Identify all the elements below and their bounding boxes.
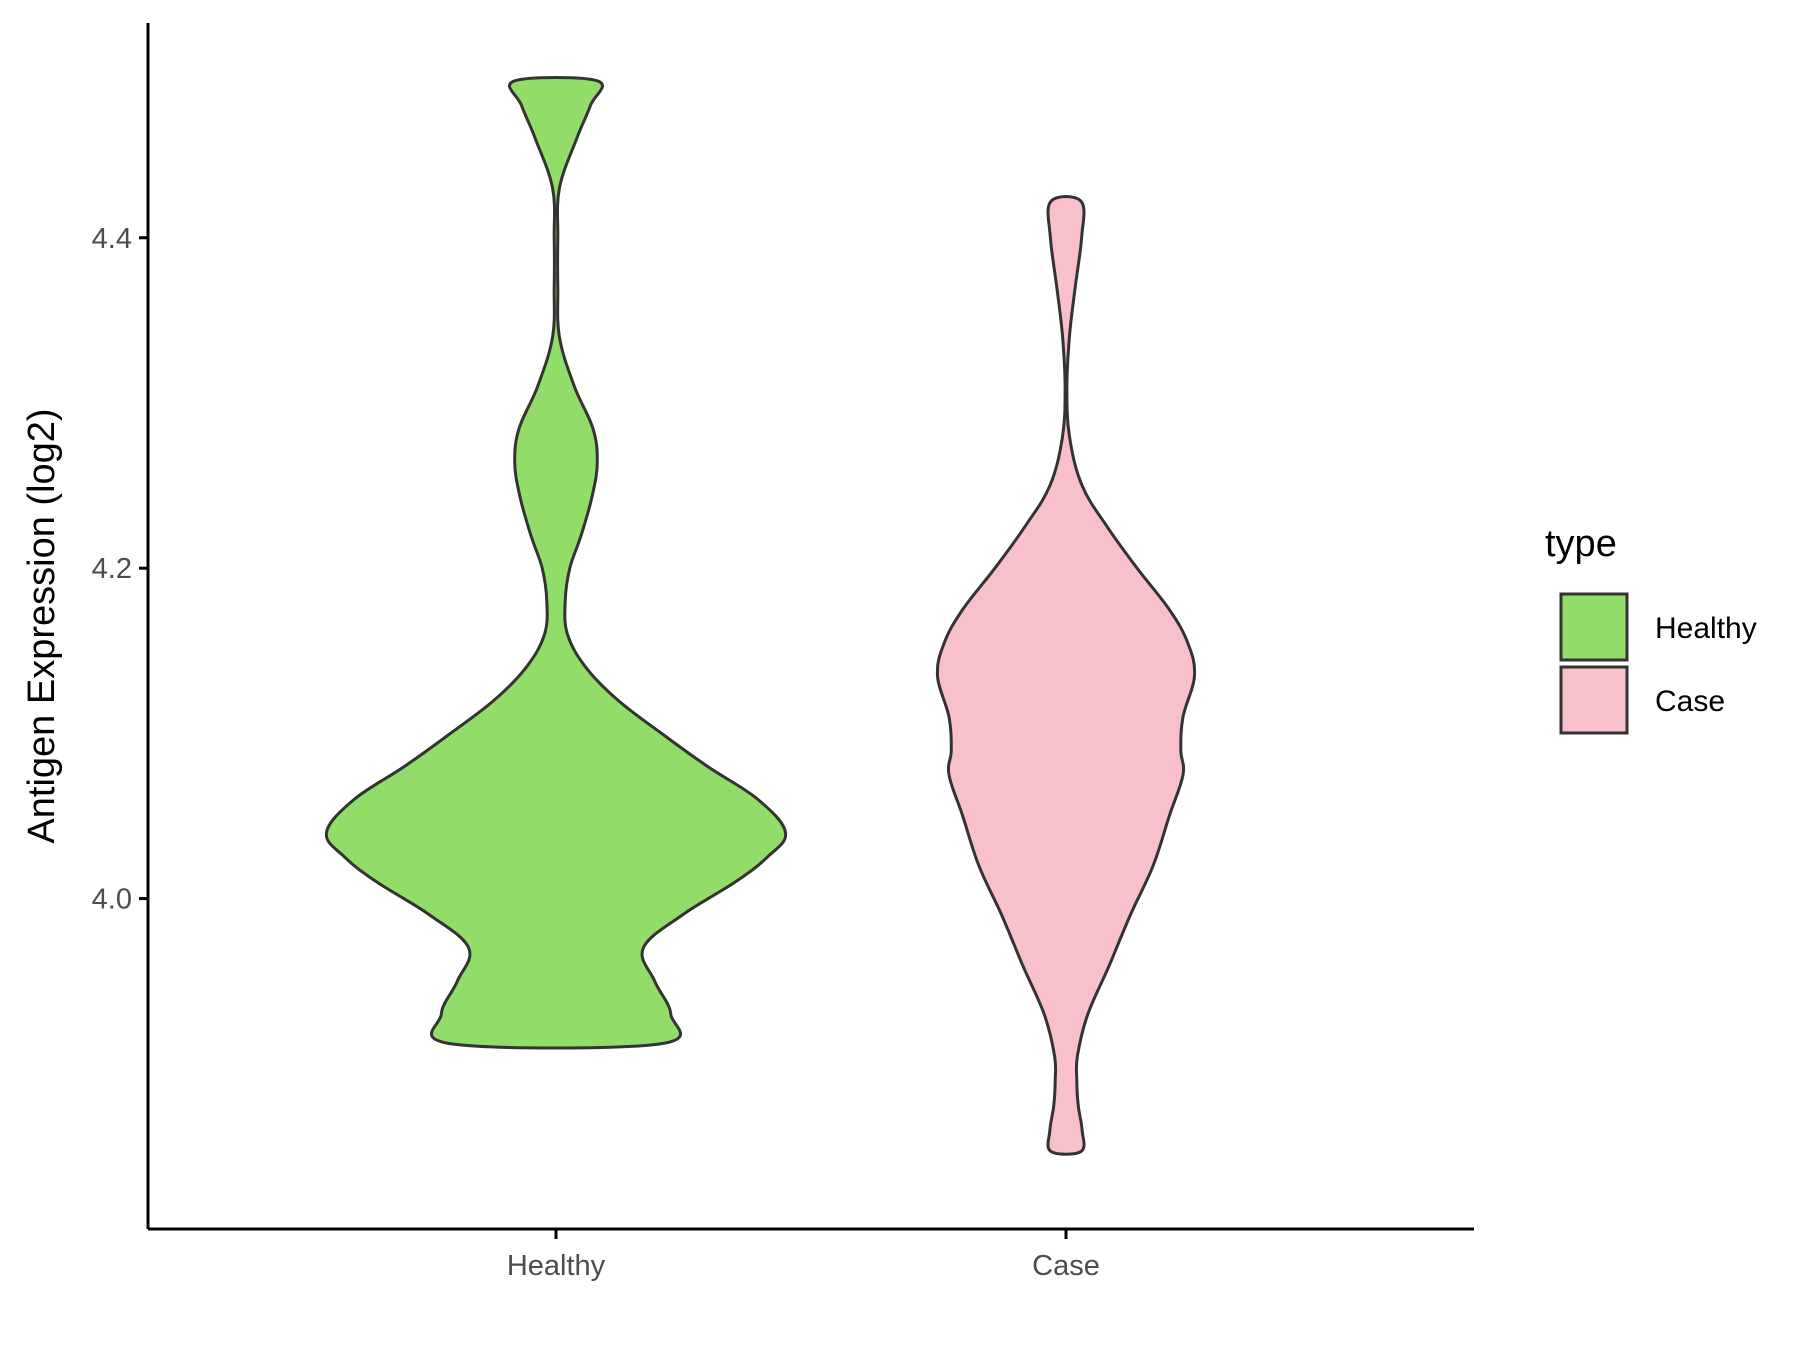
- legend-title: type: [1545, 523, 1617, 565]
- legend-swatch-case: [1559, 665, 1629, 735]
- legend-label-healthy: Healthy: [1655, 612, 1757, 645]
- violin-case: [935, 195, 1197, 1156]
- x-tick-label: Case: [1032, 1250, 1100, 1282]
- x-tick-label: Healthy: [507, 1250, 606, 1282]
- legend: type Healthy Case: [1545, 523, 1757, 735]
- legend-items: Healthy Case: [1559, 592, 1757, 735]
- y-axis-title: Antigen Expression (log2): [21, 408, 63, 843]
- x-axis-ticks: Healthy Case: [507, 1229, 1100, 1282]
- y-tick-label: 4.2: [92, 553, 132, 585]
- violin-healthy: [324, 76, 788, 1050]
- y-tick-label: 4.4: [92, 223, 132, 255]
- y-tick-label: 4.0: [92, 884, 132, 916]
- legend-swatch-healthy: [1559, 592, 1629, 662]
- violins-layer: [324, 76, 1197, 1156]
- y-axis-ticks: 4.0 4.2 4.4: [92, 223, 148, 916]
- legend-label-case: Case: [1655, 685, 1725, 718]
